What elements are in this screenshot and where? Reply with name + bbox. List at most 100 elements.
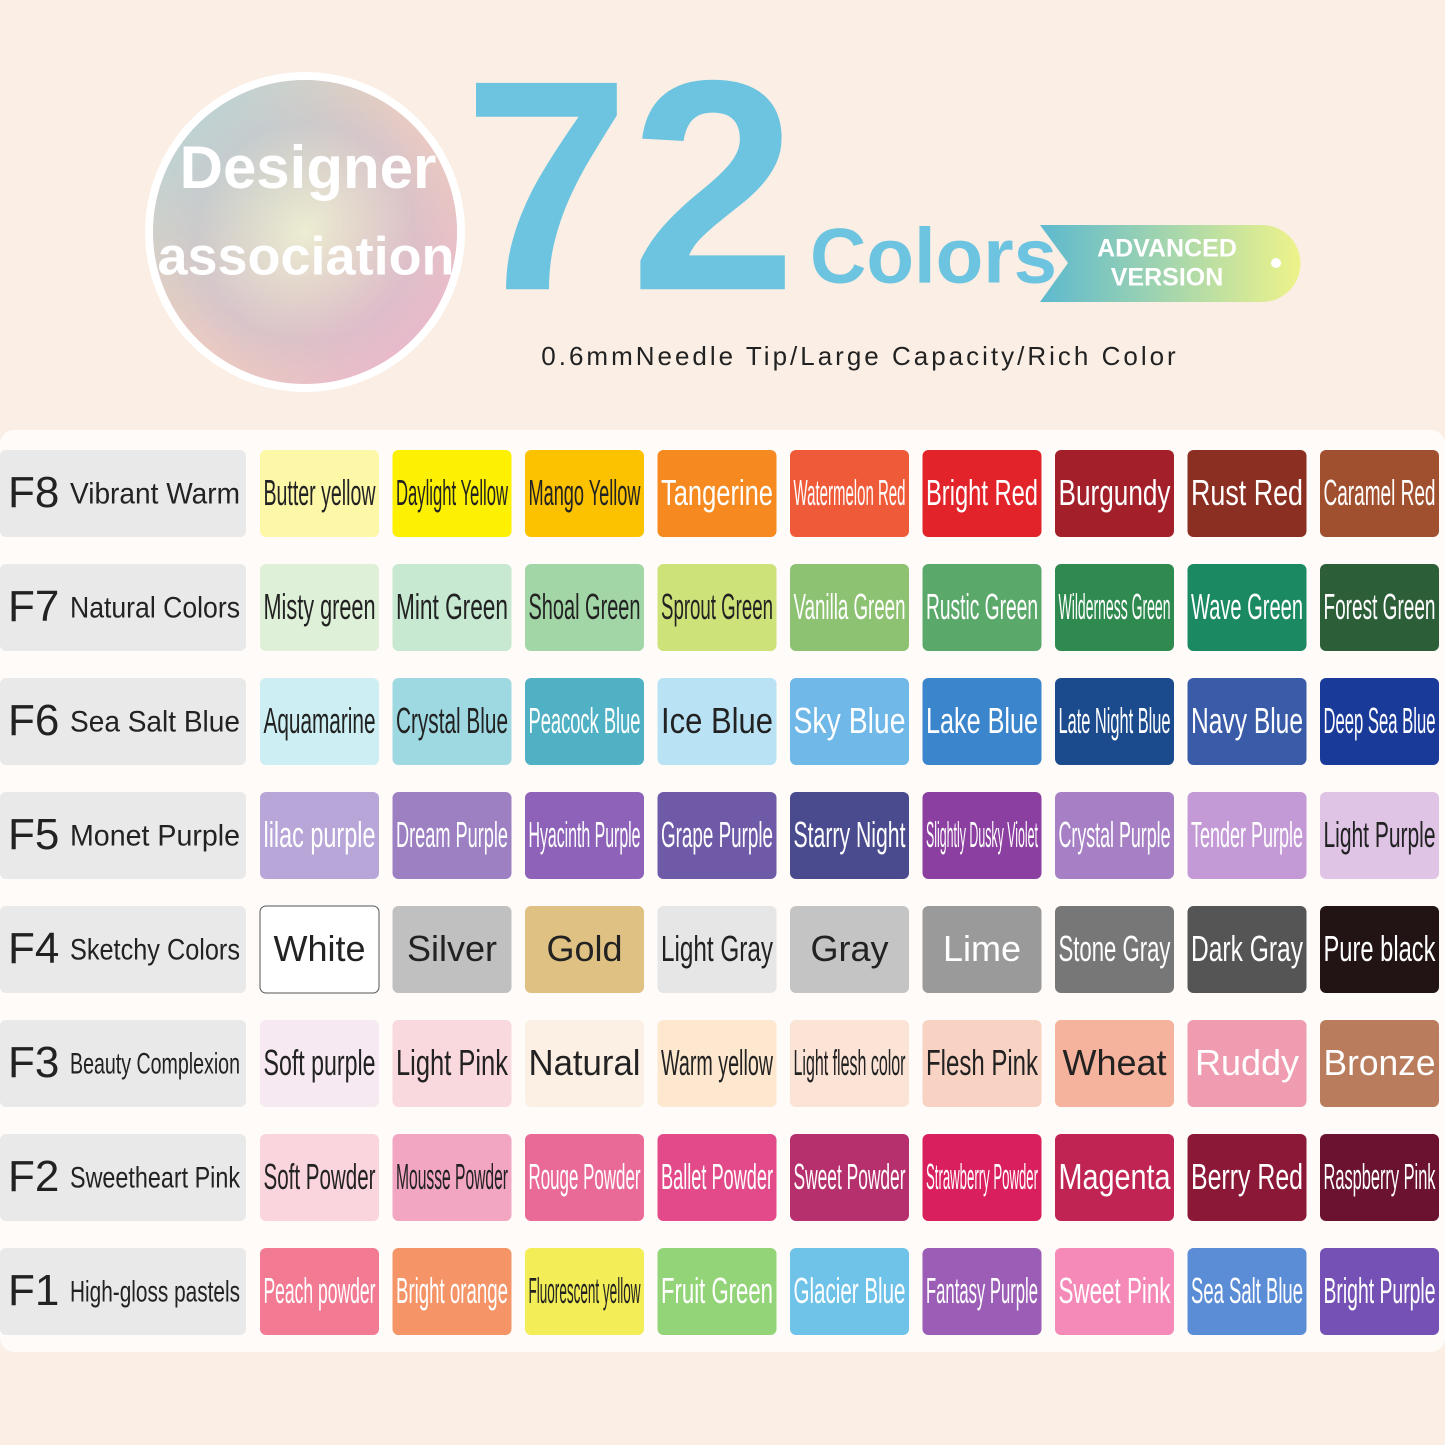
swatch bbox=[1187, 564, 1307, 651]
swatch-name: Pure black bbox=[1324, 928, 1437, 969]
row-label-box bbox=[0, 792, 246, 879]
swatch bbox=[1055, 1248, 1174, 1335]
ribbon bbox=[1040, 225, 1301, 302]
swatch-name: Mango Yellow bbox=[529, 472, 642, 513]
row-code: F4 bbox=[8, 924, 59, 973]
swatch-name: Peacock Blue bbox=[529, 700, 641, 741]
swatch bbox=[1187, 450, 1307, 537]
row-name: Sea Salt Blue bbox=[70, 705, 240, 738]
swatch-name: Mint Green bbox=[396, 586, 508, 627]
swatch-name: Light Purple bbox=[1324, 814, 1436, 855]
swatch-name: Gold bbox=[546, 928, 622, 969]
row-label-box bbox=[0, 1020, 246, 1107]
unit: Colors bbox=[810, 212, 1057, 300]
swatch bbox=[260, 564, 379, 651]
row-name: Beauty Complexion bbox=[70, 1047, 240, 1080]
row-code: F5 bbox=[8, 810, 59, 859]
row-label-box bbox=[0, 906, 246, 993]
swatch bbox=[657, 564, 777, 651]
swatch-name: Sprout Green bbox=[661, 586, 773, 627]
swatch bbox=[392, 1134, 512, 1221]
swatch-name: Daylight Yellow bbox=[396, 472, 508, 513]
swatch bbox=[922, 792, 1042, 879]
swatch bbox=[525, 1134, 644, 1221]
swatch-name: Lime bbox=[943, 928, 1021, 969]
swatch-name: Soft purple bbox=[264, 1042, 376, 1083]
swatch-name: lilac purple bbox=[264, 814, 376, 855]
row-label-box bbox=[0, 450, 246, 537]
swatch-name: Magenta bbox=[1059, 1156, 1172, 1197]
swatch bbox=[392, 906, 512, 993]
swatch bbox=[392, 1248, 512, 1335]
swatch-name: Soft Powder bbox=[264, 1156, 376, 1197]
swatch bbox=[1320, 678, 1439, 765]
chart-panel bbox=[0, 430, 1445, 1352]
swatch bbox=[1187, 906, 1307, 993]
swatch-name: Fruit Green bbox=[661, 1270, 773, 1311]
row-code: F1 bbox=[8, 1266, 59, 1315]
swatch bbox=[1320, 1134, 1439, 1221]
badge-text: Designer bbox=[180, 134, 437, 201]
swatch-name: Grape Purple bbox=[661, 814, 773, 855]
swatch bbox=[260, 678, 379, 765]
count: 72 bbox=[463, 17, 797, 353]
swatch bbox=[922, 906, 1042, 993]
row-name: Sweetheart Pink bbox=[70, 1161, 241, 1194]
swatch bbox=[657, 1020, 777, 1107]
row-label-box bbox=[0, 1248, 246, 1335]
swatch-name: Forest Green bbox=[1324, 586, 1436, 627]
swatch bbox=[260, 450, 379, 537]
swatch-name: Wilderness Green bbox=[1059, 586, 1171, 627]
swatch bbox=[790, 906, 909, 993]
swatch bbox=[525, 564, 644, 651]
swatch bbox=[790, 1248, 909, 1335]
swatch-name: Flesh Pink bbox=[926, 1042, 1039, 1083]
swatch bbox=[260, 1248, 379, 1335]
swatch-name: Bright Purple bbox=[1324, 1270, 1436, 1311]
swatch-name: Navy Blue bbox=[1191, 700, 1303, 741]
swatch-name: Dream Purple bbox=[396, 814, 508, 855]
swatch-name: Gray bbox=[810, 928, 888, 969]
swatch bbox=[657, 1134, 777, 1221]
row-code: F2 bbox=[8, 1152, 59, 1201]
swatch-name: Sea Salt Blue bbox=[1191, 1270, 1303, 1311]
swatch-name: Silver bbox=[407, 928, 497, 969]
swatch bbox=[657, 1248, 777, 1335]
swatch-name: Tangerine bbox=[661, 472, 773, 513]
badge-overlay bbox=[153, 80, 457, 384]
swatch-name: Wave Green bbox=[1191, 586, 1303, 627]
swatch bbox=[1187, 1020, 1307, 1107]
swatch bbox=[657, 678, 777, 765]
swatch bbox=[525, 1020, 644, 1107]
swatch-name: Crystal Blue bbox=[396, 700, 508, 741]
swatch bbox=[922, 564, 1042, 651]
swatch bbox=[1320, 1248, 1439, 1335]
swatch bbox=[392, 792, 512, 879]
swatch bbox=[260, 1020, 379, 1107]
swatch-name: Ruddy bbox=[1195, 1042, 1299, 1083]
row-name: Natural Colors bbox=[70, 591, 240, 624]
swatch bbox=[657, 906, 777, 993]
swatch-name: Natural bbox=[529, 1042, 641, 1083]
row-code: F6 bbox=[8, 696, 59, 745]
swatch bbox=[1055, 450, 1174, 537]
swatch bbox=[1055, 1134, 1174, 1221]
ribbon-dot bbox=[1271, 258, 1281, 268]
swatch-name: Caramel Red bbox=[1324, 472, 1436, 513]
swatch-name: Rouge Powder bbox=[529, 1156, 641, 1197]
swatch bbox=[1320, 792, 1439, 879]
swatch bbox=[392, 450, 512, 537]
swatch bbox=[1187, 792, 1307, 879]
row-label-box bbox=[0, 564, 246, 651]
swatch-name: Glacier Blue bbox=[794, 1270, 906, 1311]
row-name: Sketchy Colors bbox=[70, 933, 240, 966]
row-code: F7 bbox=[8, 582, 59, 631]
swatch bbox=[922, 1134, 1042, 1221]
swatch-name: Watermelon Red bbox=[794, 472, 906, 513]
swatch bbox=[1187, 1248, 1307, 1335]
swatch bbox=[525, 792, 644, 879]
ribbon-text: ADVANCED bbox=[1097, 235, 1237, 263]
row-label-box bbox=[0, 678, 246, 765]
swatch bbox=[525, 1248, 644, 1335]
